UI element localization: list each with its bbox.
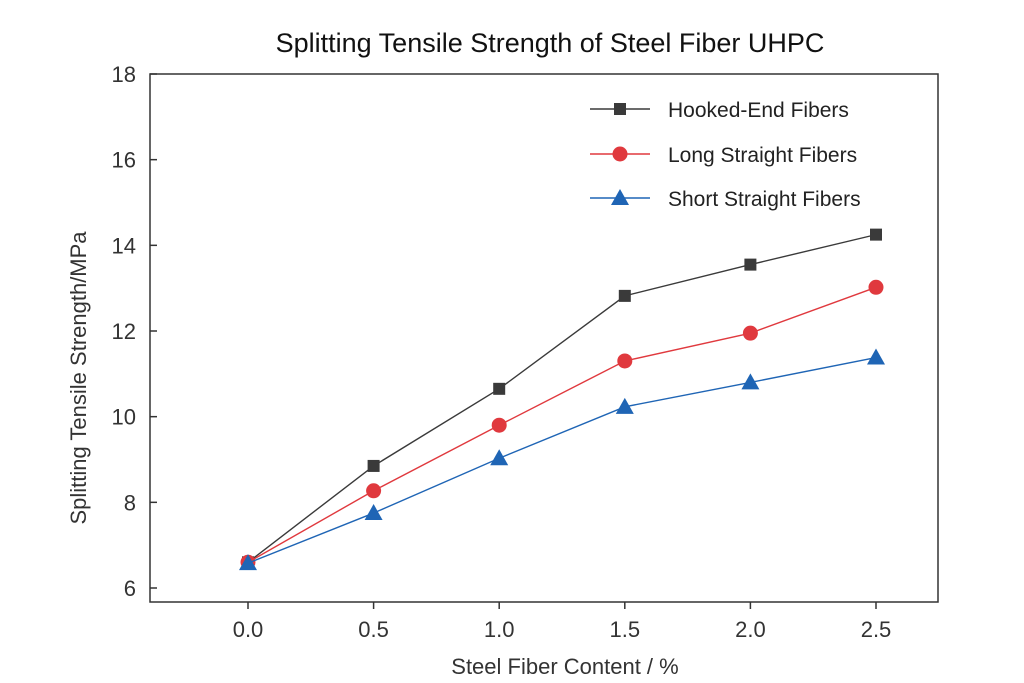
x-tick-label: 2.0: [735, 617, 766, 642]
series-group: [239, 228, 885, 571]
long-straight-fibers-point: [868, 279, 884, 295]
short-straight-fibers-point: [867, 348, 885, 365]
legend-marker-short-straight-fibers: [611, 189, 629, 205]
legend-label-hooked-end-fibers: Hooked-End Fibers: [668, 99, 849, 122]
legend-marker-long-straight-fibers: [612, 146, 628, 162]
y-axis: 6 8 10 12 14 16 18: [112, 62, 157, 601]
hooked-end-fibers-point: [367, 459, 380, 472]
x-tick-label: 0.5: [358, 617, 389, 642]
chart-title: Splitting Tensile Strength of Steel Fibe…: [276, 28, 825, 58]
short-straight-fibers-point: [615, 397, 634, 414]
y-tick-label: 8: [124, 490, 136, 515]
x-tick-label: 1.5: [610, 617, 641, 642]
short-straight-fibers-point: [239, 554, 257, 571]
x-tick-label: 1.0: [484, 617, 515, 642]
x-tick-label: 0.0: [233, 617, 264, 642]
hooked-end-fibers-point: [744, 258, 757, 271]
short-straight-fibers-line: [247, 356, 877, 564]
legend-label-long-straight-fibers: Long Straight Fibers: [668, 144, 857, 167]
long-straight-fibers-point: [617, 353, 633, 369]
y-tick-label: 18: [112, 62, 136, 87]
hooked-end-fibers-point: [870, 228, 882, 241]
y-tick-label: 12: [112, 319, 136, 344]
y-tick-label: 6: [124, 576, 136, 601]
short-straight-fibers-point: [741, 373, 760, 390]
y-tick-label: 14: [112, 233, 136, 258]
x-tick-label: 2.5: [861, 617, 892, 642]
legend-label-short-straight-fibers: Short Straight Fibers: [668, 188, 861, 211]
short-straight-fibers-point: [364, 504, 383, 521]
hooked-end-fibers-point: [493, 382, 506, 395]
legend: Hooked-End Fibers Long Straight Fibers Sho…: [590, 99, 861, 211]
y-tick-label: 10: [112, 405, 136, 430]
plot-frame: [149, 73, 939, 603]
long-straight-fibers-point: [491, 417, 507, 433]
long-straight-fibers-line: [247, 286, 877, 563]
hooked-end-fibers-point: [618, 289, 631, 302]
short-straight-fibers-point: [490, 449, 509, 466]
hooked-end-fibers-line: [247, 233, 877, 563]
x-axis-title: Steel Fiber Content / %: [451, 654, 678, 679]
y-tick-label: 16: [112, 148, 136, 173]
y-axis-title: Splitting Tensile Strength/MPa: [66, 231, 91, 525]
legend-marker-hooked-end-fibers: [614, 103, 626, 115]
long-straight-fibers-point: [742, 325, 758, 341]
x-axis: 0.0 0.5 1.0 1.5 2.0 2.5: [233, 602, 892, 642]
long-straight-fibers-point: [366, 483, 382, 499]
